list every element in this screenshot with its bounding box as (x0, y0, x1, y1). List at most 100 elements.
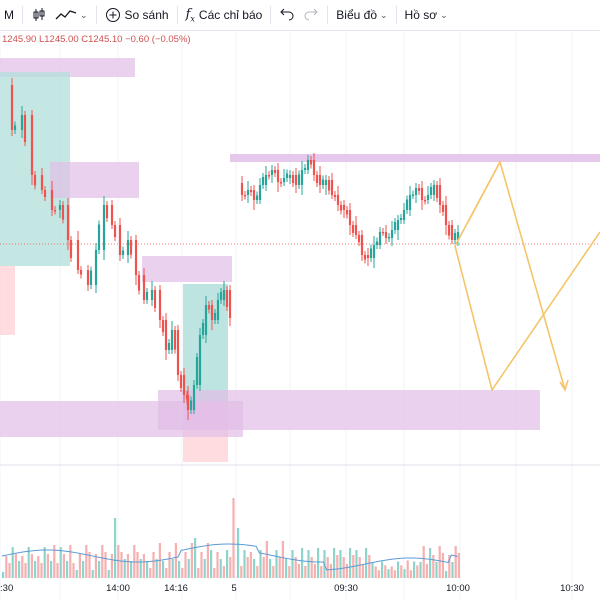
volume-bar (219, 559, 222, 578)
candle (456, 232, 460, 240)
volume-bar (213, 568, 216, 578)
candle (264, 175, 268, 185)
volume-bar (390, 566, 393, 578)
volume-bar (416, 565, 419, 578)
compare-button[interactable]: So sánh (101, 0, 173, 30)
volume-bar (174, 543, 177, 578)
candle (195, 357, 199, 385)
candle (453, 233, 457, 240)
candle (345, 210, 349, 215)
volume-bar (136, 552, 139, 578)
candle (339, 205, 343, 211)
volume-bar (285, 559, 288, 578)
volume-bar (307, 550, 310, 578)
candle (399, 218, 403, 220)
candle (414, 188, 418, 195)
volume-bar (253, 559, 256, 578)
time-axis-label: 10:00 (446, 583, 470, 594)
undo-button[interactable] (275, 0, 299, 30)
line-chart-icon[interactable]: ⌄ (51, 0, 92, 30)
volume-bar (101, 545, 104, 578)
volume-bar (349, 548, 352, 578)
volume-bar (429, 548, 432, 578)
volume-bar (114, 518, 117, 578)
volume-bar (184, 552, 187, 578)
candle (291, 175, 295, 183)
candle (118, 225, 122, 255)
toolbar-divider (395, 6, 397, 24)
volume-bar (123, 559, 126, 578)
volume-bar (210, 550, 213, 578)
volume-bar (288, 566, 291, 578)
volume-bar (72, 563, 75, 578)
candle (69, 240, 73, 258)
candle (66, 205, 70, 240)
volume-bar (27, 547, 30, 578)
volume-bar (216, 552, 219, 578)
candle (145, 292, 149, 300)
volume-bar (435, 562, 438, 578)
volume-bar (229, 557, 232, 578)
candle (33, 175, 37, 186)
candle (97, 224, 101, 250)
candles-icon[interactable] (27, 0, 51, 30)
candle (23, 115, 27, 142)
volume-bar (368, 555, 371, 578)
candle (192, 385, 196, 410)
volume-bar (355, 550, 358, 578)
volume-bar (448, 555, 451, 578)
candle (450, 225, 454, 240)
volume-bar (130, 561, 133, 578)
volume-bar (301, 548, 304, 578)
volume-bar (162, 561, 165, 578)
volume-bar (24, 563, 27, 578)
candle (306, 160, 310, 170)
candle (429, 187, 433, 195)
indicators-button[interactable]: fx Các chỉ báo (182, 0, 267, 30)
redo-button[interactable] (299, 0, 323, 30)
ohlc-legend: 1245.90 L1245.00 C1245.10 −0.60 (−0.05%) (2, 34, 191, 45)
candle (441, 205, 445, 212)
volume-bar (43, 547, 46, 578)
demand-zone (0, 401, 243, 437)
candle (324, 180, 328, 185)
candle (102, 205, 106, 250)
candle (255, 195, 259, 200)
candle (411, 194, 415, 196)
volume-bar (249, 552, 252, 578)
volume-bar (278, 557, 281, 578)
candle (396, 220, 400, 230)
candle (126, 240, 130, 255)
volume-bar (345, 564, 348, 578)
candle (201, 323, 205, 335)
volume-bar (272, 566, 275, 578)
volume-bar (454, 546, 457, 578)
chart-menu-button[interactable]: Biểu đồ ⌄ (332, 0, 391, 30)
volume-bar (256, 566, 259, 578)
volume-bar (107, 570, 110, 578)
interval-selector[interactable]: M (0, 0, 18, 30)
volume-bar (269, 559, 272, 578)
candle (243, 195, 247, 197)
candle (53, 210, 57, 212)
candle (137, 275, 141, 291)
candle (333, 195, 337, 197)
volume-bar (422, 546, 425, 578)
price-chart[interactable] (0, 30, 600, 600)
candle (408, 195, 412, 210)
volume-bar (413, 561, 416, 578)
volume-bar (78, 554, 81, 578)
volume-bar (117, 545, 120, 578)
candle (369, 248, 373, 258)
profile-menu-button[interactable]: Hồ sơ ⌄ (401, 0, 452, 30)
time-axis-label: 5 (231, 583, 237, 594)
candle (342, 205, 346, 210)
candle (258, 185, 262, 200)
toolbar-divider (176, 6, 178, 24)
candle (309, 160, 313, 165)
candle (444, 205, 448, 225)
candle (327, 180, 331, 191)
time-axis-label: 10:30 (560, 583, 584, 594)
projection-path (454, 231, 600, 392)
candle (387, 237, 391, 239)
